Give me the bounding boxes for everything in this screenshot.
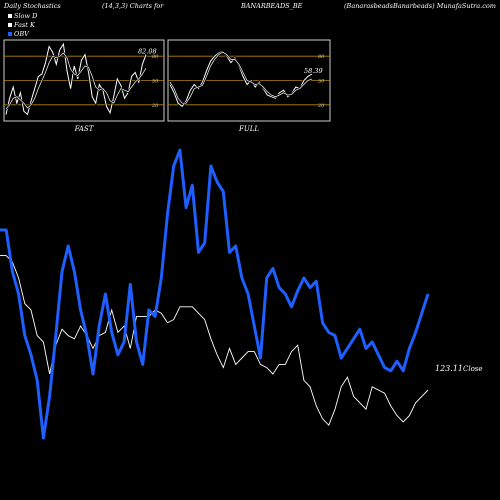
fast-panel-last-value: 82.08 [138,48,157,56]
close-price-line [0,255,429,427]
close-suffix: Close [463,365,483,373]
source-label: (BanarasbeadsBanarbeads) MunafaSutra.com [344,2,496,10]
full-panel-level-label: 50 [318,79,325,85]
full-panel-level-label: 20 [317,103,325,109]
legend-fast-k: Fast K [8,21,35,29]
full-panel-series-outline [168,49,313,109]
fast-panel-slow-d-line [5,52,147,110]
legend-swatch [8,32,12,36]
chart-title: Daily Stochastics [4,2,61,10]
full-panel-series-outline [169,50,313,105]
legend-swatch [8,23,12,27]
obv-line [0,148,430,440]
fast-panel-fast-k-line [5,42,147,116]
fast-panel-level-label: 20 [151,103,159,109]
full-panel-last-value: 58.39 [304,67,323,75]
full-panel-level-label: 80 [318,54,325,60]
close-last-value: 123.11Close [435,364,483,373]
chart-params: (14,3,3) Charts for [102,2,164,10]
full-panel-panel: 20 50 80 58.39 FULL [167,39,331,133]
fast-panel-xlabel: FAST [74,125,95,133]
legend-obv: OBV [8,30,29,38]
fast-panel-level-label: 80 [152,54,159,60]
fast-panel-level-label: 50 [152,79,159,85]
full-panel-xlabel: FULL [238,125,259,133]
symbol-label: BANARBEADS_BE [241,2,303,10]
full-panel-fast-k-line [169,50,313,108]
fast-panel-series-outline [4,40,148,117]
full-panel-slow-d-line [169,51,313,104]
main-panel: 123.11Close [0,148,483,440]
legend-slow-d: Slow D [8,12,37,20]
legend-swatch [8,14,12,18]
